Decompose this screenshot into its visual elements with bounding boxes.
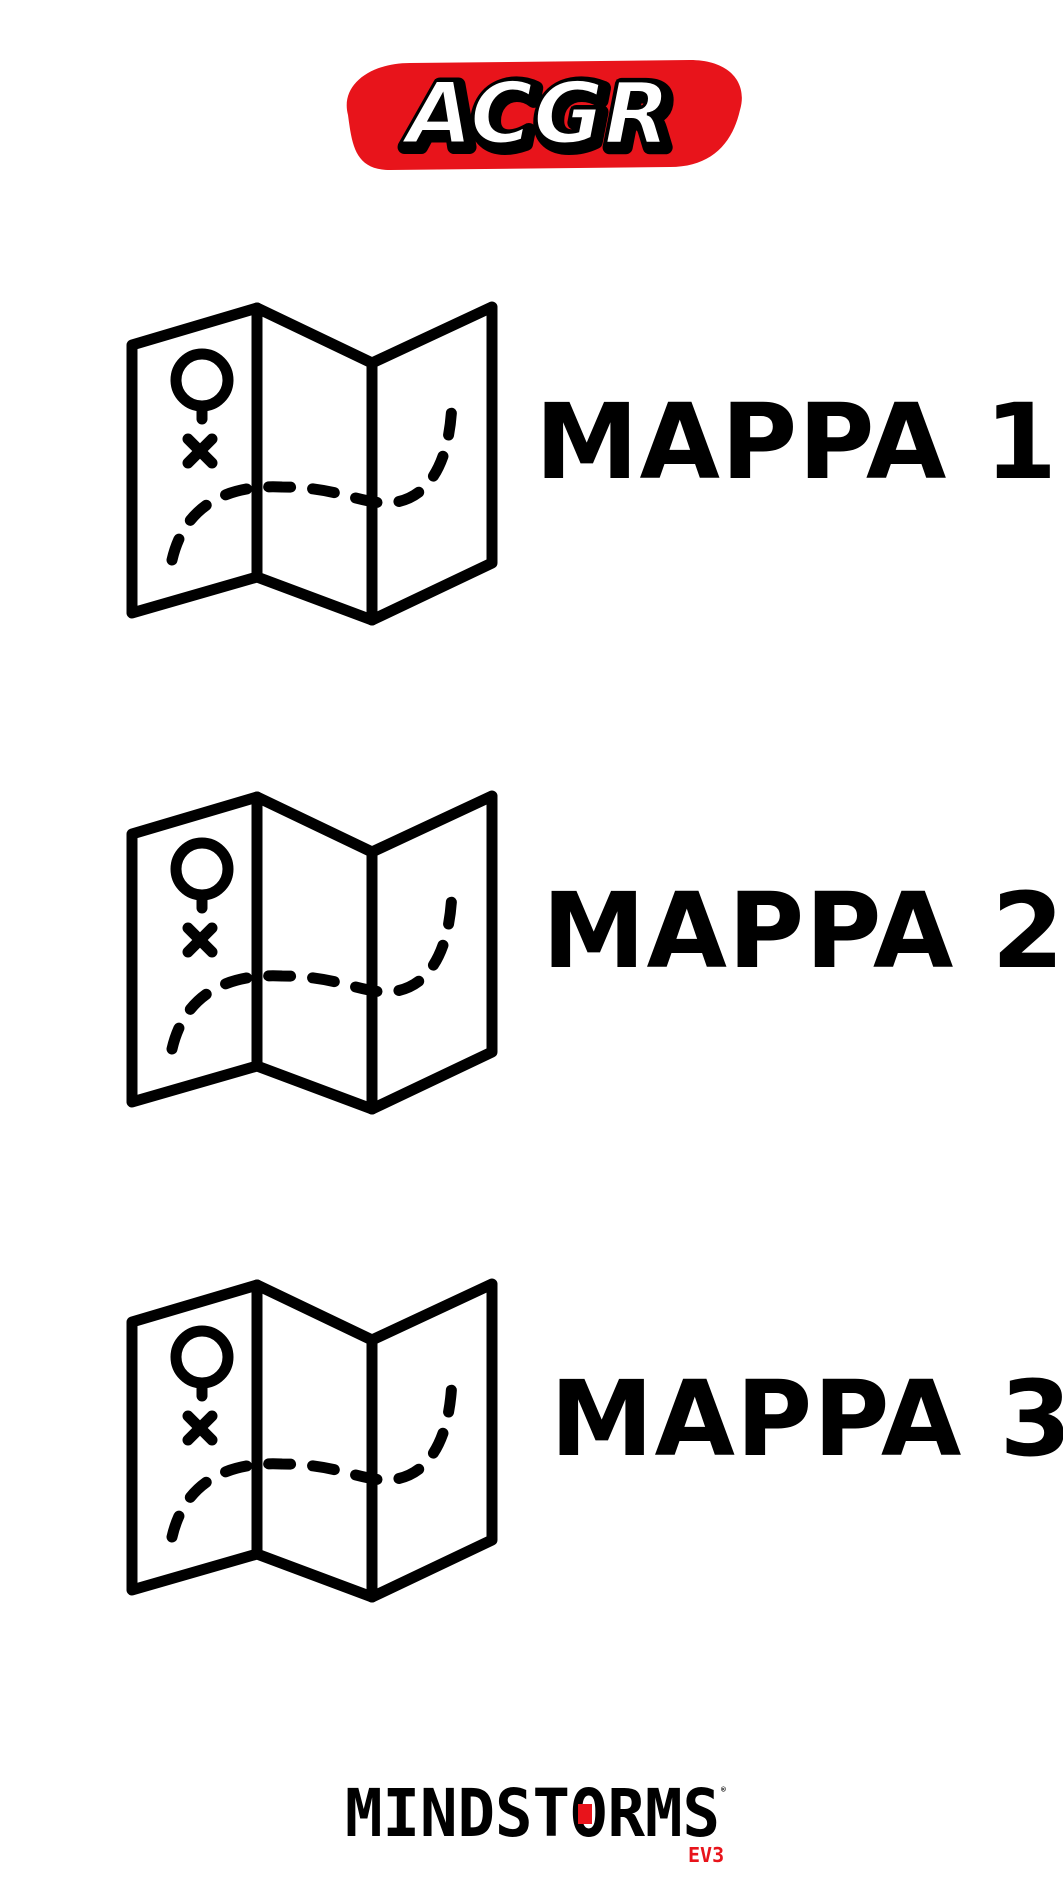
- svg-text:MINDSTORMS: MINDSTORMS: [345, 1778, 720, 1852]
- map-label-3: MAPPA 3: [550, 1358, 1063, 1480]
- map-label-1: MAPPA 1: [535, 381, 1058, 503]
- folded-map-icon: [126, 790, 498, 1115]
- svg-text:EV3: EV3: [688, 1843, 724, 1867]
- mindstorms-ev3-logo: MINDSTORMS EV3 ®: [345, 1778, 726, 1867]
- svg-text:®: ®: [721, 1785, 726, 1794]
- acgr-logo: ACGR ACGR: [346, 60, 742, 175]
- map-row-1[interactable]: MAPPA 1: [0, 295, 1063, 635]
- map-row-2[interactable]: MAPPA 2: [0, 784, 1063, 1124]
- folded-map-icon: [126, 1278, 498, 1603]
- map-row-3[interactable]: MAPPA 3: [0, 1272, 1063, 1612]
- svg-text:ACGR: ACGR: [400, 64, 670, 164]
- svg-text:ACGR: ACGR: [404, 68, 674, 168]
- map-label-2: MAPPA 2: [542, 870, 1063, 992]
- folded-map-icon: [126, 301, 498, 626]
